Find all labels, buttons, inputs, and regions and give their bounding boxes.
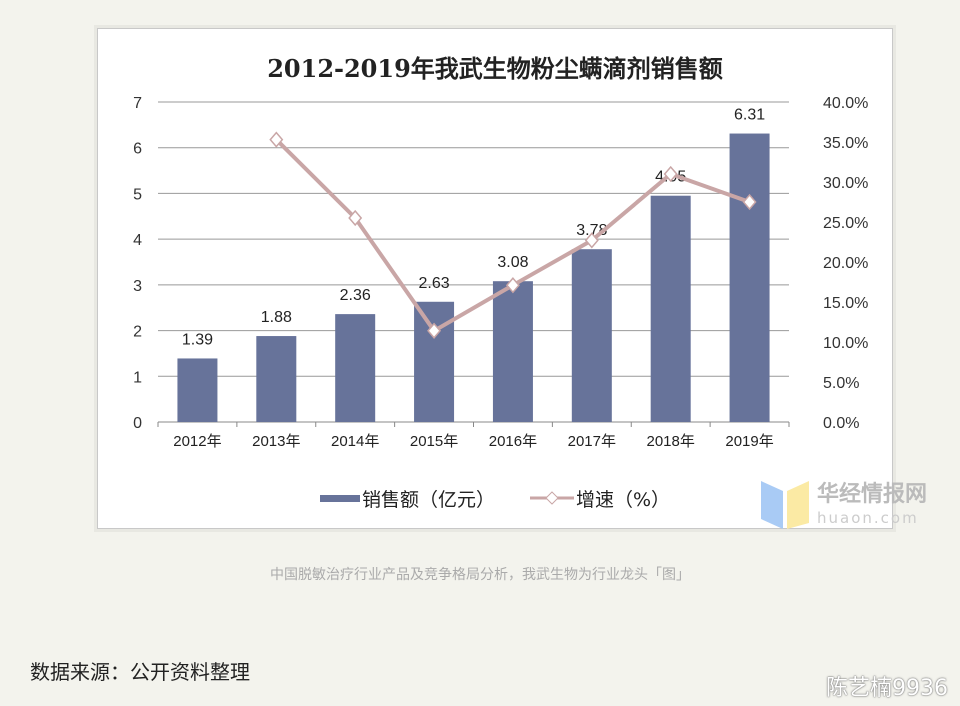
caption: 中国脱敏治疗行业产品及竞争格局分析，我武生物为行业龙头「图」 [270,567,690,583]
x-tick-label: 2012年 [173,433,221,450]
x-tick-label: 2017年 [568,433,616,450]
y2-tick-label: 0.0% [823,415,859,432]
chart-container: 2012-2019年我武生物粉尘螨滴剂销售额 0 1 2 3 4 5 6 7 0.0% 5.0% 10… [97,28,927,529]
bar [650,195,691,422]
y2-tick-label: 35.0% [823,135,868,152]
legend-line-label: 增速（%） [576,489,670,511]
bar [492,281,533,422]
growth-point [269,131,284,148]
chart: 2012-2019年我武生物粉尘螨滴剂销售额 0 1 2 3 4 5 6 7 0.0% 5.0% 10… [133,54,868,511]
y-tick-label: 4 [133,232,142,249]
growth-point [742,193,757,211]
x-tick-label: 2016年 [489,433,537,450]
bar [177,358,218,422]
legend-bar-label: 销售额（亿元） [362,489,495,511]
y2-tick-label: 40.0% [823,95,868,112]
data-label: 2.63 [418,275,449,292]
growth-point [427,322,442,339]
data-label: 1.39 [182,331,213,348]
bar [729,133,770,422]
weibo-watermark: 陈艺楠9936 [826,676,948,701]
x-tick-label: 2014年 [331,433,379,450]
data-label: 1.88 [261,309,292,326]
x-tick-label: 2015年 [410,433,458,450]
y-tick-label: 0 [133,415,142,432]
legend-bar-swatch [320,495,360,502]
y-tick-label: 1 [133,369,142,386]
x-tick-label: 2018年 [647,433,695,450]
y2-tick-label: 30.0% [823,175,868,192]
y2-tick-label: 15.0% [823,295,868,312]
y2-tick-label: 20.0% [823,255,868,272]
growth-point [348,209,363,227]
bar [335,314,376,422]
y-tick-label: 5 [133,186,142,203]
y2-tick-label: 10.0% [823,335,868,352]
growth-point [663,165,678,183]
y2-tick-label: 25.0% [823,215,868,232]
bar [414,301,455,422]
data-label: 6.31 [734,107,765,124]
data-label: 2.36 [340,287,371,304]
y-tick-label: 6 [133,141,142,158]
logo-en: huaon.com [817,509,919,527]
bar [256,336,297,422]
y-tick-label: 7 [133,95,142,112]
y-tick-label: 3 [133,278,142,295]
legend-line-marker [545,491,559,505]
data-source: 数据来源：公开资料整理 [30,660,250,684]
x-tick-label: 2013年 [252,433,300,450]
y2-tick-label: 5.0% [823,375,859,392]
growth-point [584,232,599,249]
bar [571,249,612,422]
x-tick-label: 2019年 [725,433,773,450]
y-tick-label: 2 [133,324,142,341]
data-label: 3.08 [497,254,528,271]
logo-cn: 华经情报网 [817,481,927,507]
growth-point [505,277,520,294]
chart-title: 2012-2019年我武生物粉尘螨滴剂销售额 [267,54,723,83]
huaon-logo: 华经情报网 huaon.com [761,477,960,541]
